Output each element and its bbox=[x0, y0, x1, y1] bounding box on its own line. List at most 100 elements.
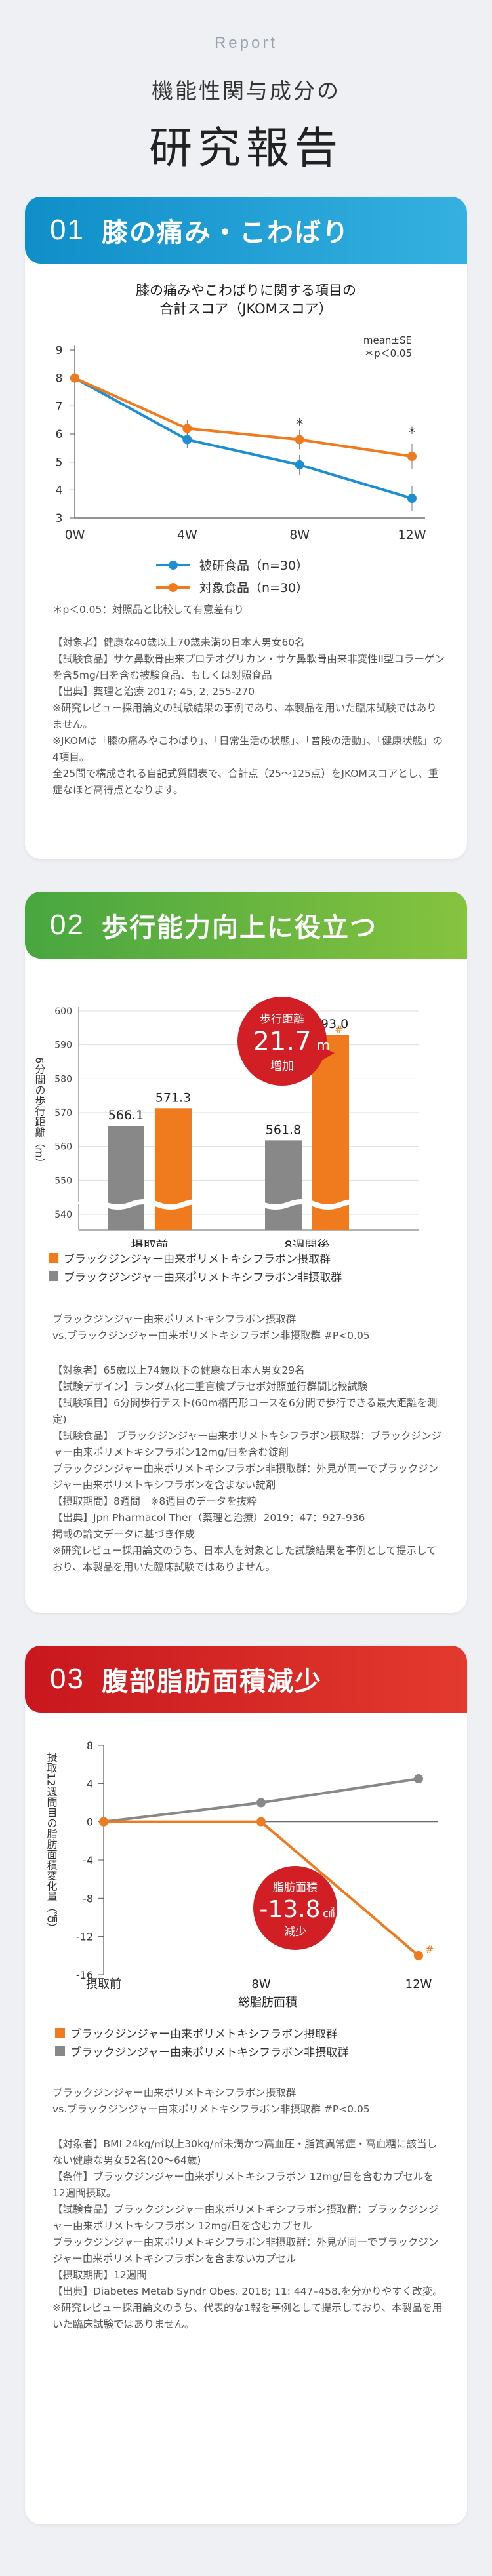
callout-label: 歩行距離 bbox=[260, 1013, 304, 1026]
y-tick-label: 560 bbox=[54, 1142, 72, 1153]
data-point bbox=[182, 424, 192, 433]
study-note-line: ※研究レビュー採用論文のうち、日本人を対象とした試験結果を事例として提示しており… bbox=[52, 1545, 437, 1573]
y-tick-label: 7 bbox=[56, 400, 63, 413]
significance-star: ＊ bbox=[407, 425, 417, 437]
study-note-line: ※研究レビュー採用論文の試験結果の事例であり、本製品を用いた臨床試験ではありませ… bbox=[52, 702, 437, 730]
x-axis-label: 総脂肪面積 bbox=[238, 1996, 297, 2010]
section-walking-band: 02 歩行能力向上に役立つ bbox=[25, 892, 467, 959]
data-point bbox=[414, 1774, 423, 1784]
study-note-line: 【試験項目】6分間歩行テスト(60m楕円形コースを6分間で歩行できる最大距離を測… bbox=[52, 1397, 438, 1425]
x-tick-label: 12W bbox=[398, 528, 426, 542]
study-note-line: 【試験デザイン】ランダム化二重盲検プラセボ対照並行群間比較試験 bbox=[52, 1381, 368, 1393]
study-note-line: ※研究レビュー採用論文のうち、代表的な1報を事例として提示しており、本製品を用い… bbox=[52, 2302, 443, 2330]
header-title: 研究報告 bbox=[149, 123, 343, 173]
y-tick-label: 5 bbox=[56, 456, 63, 469]
study-note-line: 【試験食品】ブラックジンジャー由来ポリメトキシフラボン摂取群：ブラックジンジャー… bbox=[52, 2204, 439, 2232]
callout-caption: 増加 bbox=[270, 1060, 294, 1073]
section-title: 膝の痛み・こわばり bbox=[101, 218, 350, 248]
y-tick-label: 6 bbox=[56, 428, 63, 441]
y-axis-label: 摂取12週間目の脂肪面積変化量（㎠） bbox=[45, 1752, 58, 1933]
significance-hash: # bbox=[335, 1023, 343, 1036]
legend-label: ブラックジンジャー由来ポリメトキシフラボン非摂取群 bbox=[70, 2046, 349, 2059]
series-line bbox=[74, 376, 413, 458]
y-tick-label: 600 bbox=[54, 1006, 72, 1017]
chart-annotation: ＊p＜0.05 bbox=[364, 347, 412, 359]
y-tick-label: 8 bbox=[56, 372, 63, 386]
study-note-line: 【出典】薬理と治療 2017; 45, 2, 255-270 bbox=[52, 686, 255, 698]
series-line bbox=[74, 376, 413, 500]
x-tick-label: 0W bbox=[65, 528, 85, 542]
y-tick-label: -12 bbox=[76, 1931, 93, 1943]
bar-value-label: 566.1 bbox=[108, 1108, 144, 1122]
section-number: 03 bbox=[50, 1663, 85, 1695]
x-tick-label: 4W bbox=[177, 528, 197, 542]
data-point bbox=[295, 460, 304, 469]
chart-title: 合計スコア（JKOMスコア） bbox=[159, 301, 332, 317]
callout-pointer bbox=[316, 1046, 335, 1063]
data-point bbox=[256, 1798, 266, 1808]
chart-annotation: mean±SE bbox=[363, 334, 412, 346]
study-note-line: ※JKOMは「膝の痛みやこわばり」、「日常生活の状態」、「普段の活動」、「健康状… bbox=[52, 735, 443, 763]
study-note-line: 【試験食品】 ブラックジンジャー由来ポリメトキシフラボン摂取群：ブラックジンジャ… bbox=[52, 1430, 442, 1458]
legend-label: ブラックジンジャー由来ポリメトキシフラボン非摂取群 bbox=[64, 1271, 342, 1284]
study-note-line: 【摂取期間】8週間 ※8週目のデータを抜粋 bbox=[52, 1496, 257, 1507]
legend-swatch bbox=[49, 1252, 58, 1263]
x-tick-label: 8W bbox=[251, 1977, 270, 1991]
legend-label: ブラックジンジャー由来ポリメトキシフラボン摂取群 bbox=[70, 2027, 338, 2041]
study-note-line: 全25問で構成される自記式質問表で、合計点（25〜125点）をJKOMスコアとし… bbox=[52, 768, 439, 796]
section-title: 腹部脂肪面積減少 bbox=[101, 1667, 322, 1697]
bar bbox=[312, 1035, 349, 1230]
walking-study-notes: 【対象者】65歳以上74歳以下の健康な日本人男女29名【試験デザイン】ランダム化… bbox=[52, 1362, 446, 1575]
comparison-note-line: ブラックジンジャー由来ポリメトキシフラボン摂取群 bbox=[52, 1313, 297, 1325]
bar bbox=[155, 1108, 192, 1230]
legend-swatch bbox=[49, 1271, 58, 1281]
significance-star: ＊ bbox=[295, 416, 304, 428]
data-point bbox=[70, 373, 79, 383]
x-tick-label: 8週間後 bbox=[284, 1238, 329, 1247]
walking-distance-chart: 6分間の歩行距離（m） 540 550 560 570 580 590 600 566.1 561… bbox=[33, 997, 420, 1247]
fat-comparison-note: ブラックジンジャー由来ポリメトキシフラボン摂取群 vs.ブラックジンジャー由来ポリ… bbox=[52, 2085, 446, 2118]
y-tick-label: 550 bbox=[54, 1176, 72, 1186]
study-note-line: 【摂取期間】12週間 bbox=[52, 2269, 147, 2281]
header-eyebrow: Report bbox=[214, 34, 278, 52]
x-tick-label: 摂取前 bbox=[131, 1238, 168, 1247]
data-point bbox=[99, 1817, 108, 1827]
section-title: 歩行能力向上に役立つ bbox=[101, 913, 377, 943]
y-tick-label: 590 bbox=[54, 1040, 72, 1051]
data-point bbox=[407, 494, 417, 504]
data-point bbox=[407, 452, 417, 462]
y-tick-label: -8 bbox=[83, 1892, 93, 1905]
knee-significance-note: ＊p＜0.05：対照品と比較して有意差有り bbox=[52, 604, 244, 616]
section-number: 02 bbox=[50, 909, 85, 941]
y-tick-label: -4 bbox=[83, 1854, 93, 1867]
y-tick-label: 8 bbox=[87, 1739, 93, 1752]
walking-comparison-note: ブラックジンジャー由来ポリメトキシフラボン摂取群 vs.ブラックジンジャー由来ポリ… bbox=[52, 1311, 446, 1344]
callout-label: 脂肪面積 bbox=[273, 1881, 318, 1894]
legend-entry: ブラックジンジャー由来ポリメトキシフラボン非摂取群 bbox=[49, 1267, 342, 1285]
walking-legend: ブラックジンジャー由来ポリメトキシフラボン摂取群 ブラックジンジャー由来ポリメトキ… bbox=[49, 1248, 342, 1285]
study-note-line: ブラックジンジャー由来ポリメトキシフラボン非摂取群：外見が同一でブラックジンジャ… bbox=[52, 1463, 439, 1491]
bar-value-label: 561.8 bbox=[266, 1122, 301, 1137]
chart-title: 膝の痛みやこわばりに関する項目の bbox=[136, 283, 356, 298]
study-note-line: 掲載の論文データに基づき作成 bbox=[52, 1528, 195, 1540]
header-subtitle: 機能性関与成分の bbox=[152, 78, 340, 104]
fat-study-notes: 【対象者】BMI 24kg/㎡以上30kg/㎡未満かつ高血圧・脂質異常症・高血糖… bbox=[52, 2136, 446, 2333]
y-tick-label: 580 bbox=[54, 1074, 72, 1084]
callout-value: -13.8 bbox=[259, 1896, 320, 1923]
significance-hash: # bbox=[425, 1943, 434, 1956]
data-point bbox=[295, 435, 304, 445]
callout-unit: ㎠ bbox=[323, 1906, 335, 1920]
study-note-line: ブラックジンジャー由来ポリメトキシフラボン非摂取群：外見が同一でブラックジンジャ… bbox=[52, 2236, 439, 2265]
axis-break bbox=[77, 1199, 420, 1210]
bar-value-label: 571.3 bbox=[155, 1090, 191, 1105]
study-note-line: 【対象者】65歳以上74歳以下の健康な日本人男女29名 bbox=[52, 1364, 305, 1376]
legend-label: 被研食品（n=30） bbox=[199, 559, 308, 573]
callout-unit: m bbox=[316, 1038, 330, 1054]
study-note-line: 【試験食品】サケ鼻軟骨由来プロテオグリカン・サケ鼻軟骨由来非変性II型コラーゲン… bbox=[52, 653, 445, 681]
legend-marker bbox=[169, 583, 178, 592]
section-knee-band: 01 膝の痛み・こわばり bbox=[25, 197, 467, 264]
bar bbox=[108, 1126, 144, 1230]
y-axis-label: 6分間の歩行距離（m） bbox=[33, 1057, 46, 1168]
